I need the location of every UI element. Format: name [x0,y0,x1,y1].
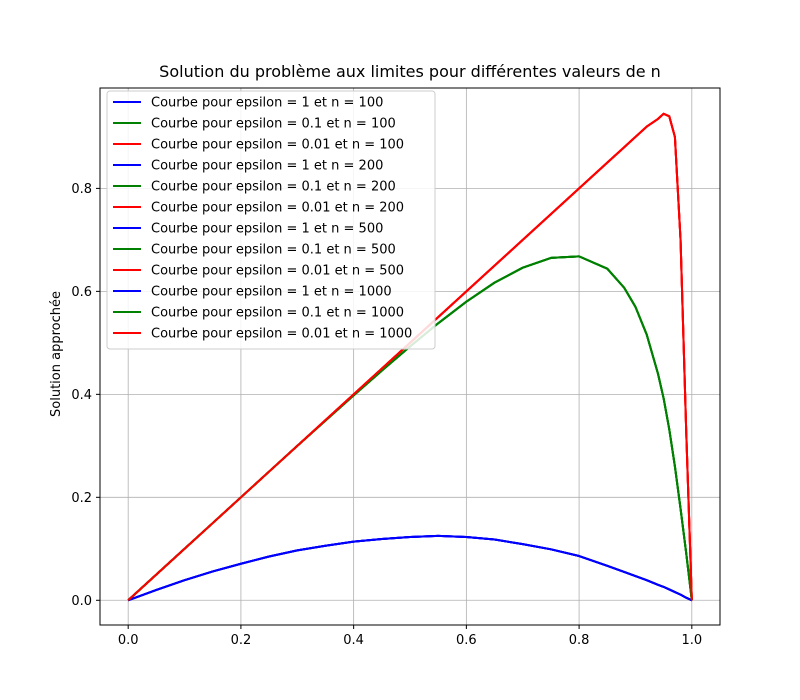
legend-label-0: Courbe pour epsilon = 1 et n = 100 [151,96,383,111]
legend-label-7: Courbe pour epsilon = 0.1 et n = 500 [151,243,396,258]
x-tick-label-1: 0.2 [231,633,252,648]
legend-label-3: Courbe pour epsilon = 1 et n = 200 [151,159,383,174]
x-tick-label-4: 0.8 [569,633,590,648]
series-line-11 [127,112,693,602]
plot-area: 0.0 0.2 0.4 0.6 0.8 1.0 0.0 0.2 0.4 0.6 0.8 Courbe … [71,87,721,648]
chart-title: Solution du problème aux limites pour di… [159,62,661,81]
legend: Courbe pour epsilon = 1 et n = 100 Courbe… [106,90,436,350]
series-line-6 [127,534,693,602]
y-tick-label-2: 0.4 [71,388,92,403]
legend-label-8: Courbe pour epsilon = 0.01 et n = 500 [151,264,404,279]
y-tick-label-3: 0.6 [71,285,92,300]
x-tick-label-5: 1.0 [681,633,702,648]
series-line-0 [127,534,693,602]
legend-label-4: Courbe pour epsilon = 0.1 et n = 200 [151,180,396,195]
y-axis-label: Solution approchée [49,291,64,417]
legend-label-2: Courbe pour epsilon = 0.01 et n = 100 [151,138,404,153]
axes-frame [99,87,721,626]
legend-label-5: Courbe pour epsilon = 0.01 et n = 200 [151,201,404,216]
series-line-3 [127,534,693,602]
legend-label-11: Courbe pour epsilon = 0.01 et n = 1000 [151,327,412,342]
x-tick-label-3: 0.6 [456,633,477,648]
y-tick-label-0: 0.0 [71,594,92,609]
x-tick-label-0: 0.0 [118,633,139,648]
legend-label-9: Courbe pour epsilon = 1 et n = 1000 [151,285,392,300]
series-line-9 [127,534,693,602]
y-tick-label-1: 0.2 [71,491,92,506]
legend-label-6: Courbe pour epsilon = 1 et n = 500 [151,222,383,237]
legend-box [106,90,436,350]
x-tick-label-2: 0.4 [343,633,364,648]
legend-label-10: Courbe pour epsilon = 0.1 et n = 1000 [151,306,404,321]
y-tick-label-4: 0.8 [71,182,92,197]
legend-label-1: Courbe pour epsilon = 0.1 et n = 100 [151,117,396,132]
